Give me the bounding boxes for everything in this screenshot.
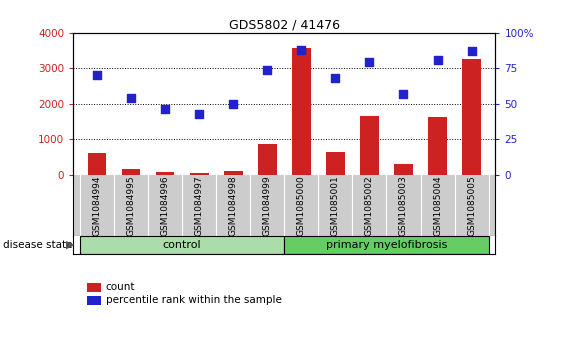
Point	[160, 106, 169, 112]
Point	[331, 75, 340, 81]
Text: GSM1084999: GSM1084999	[263, 175, 272, 236]
Text: percentile rank within the sample: percentile rank within the sample	[106, 295, 282, 305]
Point	[92, 72, 101, 78]
Text: GSM1085002: GSM1085002	[365, 175, 374, 236]
Bar	[462, 59, 481, 175]
Bar	[326, 152, 345, 175]
Text: GSM1085001: GSM1085001	[331, 175, 340, 236]
Text: GSM1084997: GSM1084997	[195, 175, 204, 236]
Text: GSM1085000: GSM1085000	[297, 175, 306, 236]
Bar	[292, 48, 311, 175]
Bar	[284, 236, 489, 254]
Bar	[360, 116, 379, 175]
Text: ▶: ▶	[66, 240, 75, 250]
Bar	[224, 171, 243, 175]
Point	[399, 91, 408, 97]
Bar	[88, 153, 106, 175]
Point	[127, 95, 136, 101]
Text: primary myelofibrosis: primary myelofibrosis	[326, 240, 447, 250]
Text: GSM1084994: GSM1084994	[92, 175, 101, 236]
Point	[263, 67, 272, 73]
Bar	[428, 117, 447, 175]
Text: count: count	[106, 282, 135, 293]
Bar	[156, 172, 175, 175]
Title: GDS5802 / 41476: GDS5802 / 41476	[229, 19, 340, 32]
Bar	[258, 144, 276, 175]
Point	[433, 57, 442, 62]
Text: GSM1085003: GSM1085003	[399, 175, 408, 236]
Point	[195, 111, 204, 117]
Point	[365, 60, 374, 65]
Text: GSM1084998: GSM1084998	[229, 175, 238, 236]
Text: disease state: disease state	[3, 240, 72, 250]
Text: GSM1084996: GSM1084996	[160, 175, 169, 236]
Point	[229, 101, 238, 107]
Point	[467, 48, 476, 54]
Text: GSM1084995: GSM1084995	[127, 175, 136, 236]
Bar	[394, 164, 413, 175]
Bar	[122, 170, 140, 175]
Bar	[190, 172, 208, 175]
Point	[297, 47, 306, 53]
Text: GSM1085005: GSM1085005	[467, 175, 476, 236]
Text: control: control	[163, 240, 202, 250]
Text: GSM1085004: GSM1085004	[433, 175, 442, 236]
Bar	[80, 236, 284, 254]
